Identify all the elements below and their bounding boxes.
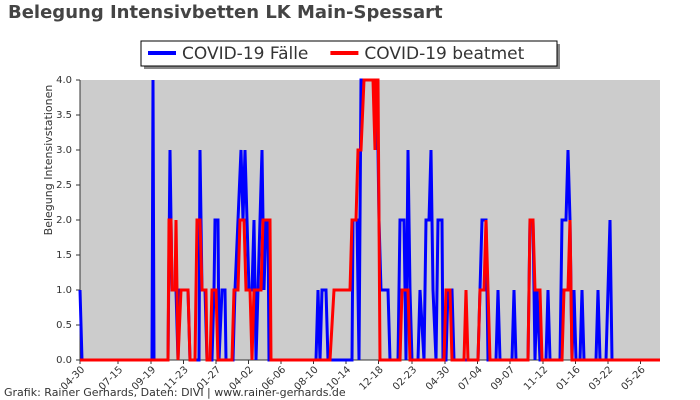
- x-tick-label: 12-18: [357, 364, 385, 392]
- y-tick-label: 3.5: [56, 110, 72, 121]
- x-tick-label: 09-07: [489, 364, 517, 392]
- x-tick-label: 11-12: [522, 364, 550, 392]
- y-tick-label: 2.0: [56, 215, 72, 226]
- y-tick-label: 0.5: [56, 320, 72, 331]
- x-tick-label: 02-23: [391, 364, 419, 392]
- legend: COVID-19 Fälle COVID-19 beatmet: [140, 40, 560, 69]
- y-tick-label: 2.5: [56, 180, 72, 191]
- y-tick-label: 4.0: [56, 75, 72, 86]
- footer: Grafik: Rainer Gerhards, Daten: DIVI | w…: [4, 386, 346, 399]
- x-tick-label: 05-26: [619, 364, 647, 392]
- series-line: [80, 78, 660, 362]
- legend-label: COVID-19 Fälle: [182, 44, 308, 64]
- legend-label: COVID-19 beatmet: [364, 44, 524, 64]
- y-tick-label: 1.0: [56, 285, 72, 296]
- legend-box: [140, 40, 558, 67]
- y-tick-label: 1.5: [56, 250, 72, 261]
- chart-title: Belegung Intensivbetten LK Main-Spessart: [8, 2, 443, 23]
- x-tick-label: 04-30: [424, 364, 452, 392]
- y-tick-label: 0.0: [56, 355, 72, 366]
- x-tick-label: 07-04: [456, 364, 484, 392]
- y-axis-label: Belegung Intensivstationen: [42, 85, 55, 236]
- y-tick-label: 3.0: [56, 145, 72, 156]
- x-tick-label: 03-22: [587, 364, 615, 392]
- x-tick-label: 01-16: [554, 364, 582, 392]
